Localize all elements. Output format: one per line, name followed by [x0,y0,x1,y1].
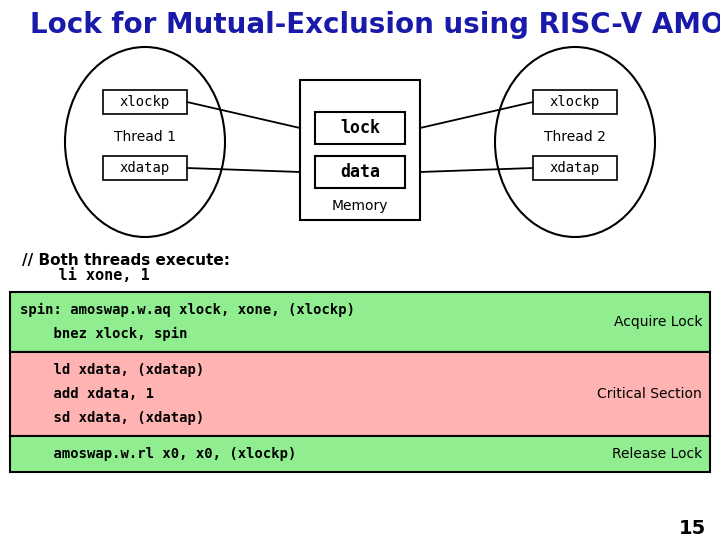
FancyBboxPatch shape [300,80,420,220]
Text: sd xdata, (xdatap): sd xdata, (xdatap) [20,411,204,425]
Text: Thread 2: Thread 2 [544,130,606,144]
Text: spin: amoswap.w.aq xlock, xone, (xlockp): spin: amoswap.w.aq xlock, xone, (xlockp) [20,303,355,317]
Text: 15: 15 [679,518,706,537]
Text: xlockp: xlockp [550,95,600,109]
Text: amoswap.w.rl x0, x0, (xlockp): amoswap.w.rl x0, x0, (xlockp) [20,447,297,461]
Text: bnez xlock, spin: bnez xlock, spin [20,327,187,341]
Text: Thread 1: Thread 1 [114,130,176,144]
Text: Lock for Mutual-Exclusion using RISC-V AMO: Lock for Mutual-Exclusion using RISC-V A… [30,11,720,39]
FancyBboxPatch shape [10,352,710,436]
Text: // Both threads execute:: // Both threads execute: [22,253,230,267]
FancyBboxPatch shape [103,156,187,180]
FancyBboxPatch shape [315,112,405,144]
FancyBboxPatch shape [533,90,617,114]
FancyBboxPatch shape [315,156,405,188]
Text: xlockp: xlockp [120,95,170,109]
FancyBboxPatch shape [10,436,710,472]
Text: data: data [340,163,380,181]
Text: ld xdata, (xdatap): ld xdata, (xdatap) [20,363,204,377]
Text: xdatap: xdatap [120,161,170,175]
FancyBboxPatch shape [533,156,617,180]
Text: Release Lock: Release Lock [612,447,702,461]
Text: Memory: Memory [332,199,388,213]
Ellipse shape [65,47,225,237]
Text: add xdata, 1: add xdata, 1 [20,387,154,401]
FancyBboxPatch shape [103,90,187,114]
Ellipse shape [495,47,655,237]
Text: li xone, 1: li xone, 1 [22,268,150,284]
FancyBboxPatch shape [10,292,710,352]
Text: lock: lock [340,119,380,137]
Text: Acquire Lock: Acquire Lock [613,315,702,329]
Text: xdatap: xdatap [550,161,600,175]
Text: Critical Section: Critical Section [598,387,702,401]
